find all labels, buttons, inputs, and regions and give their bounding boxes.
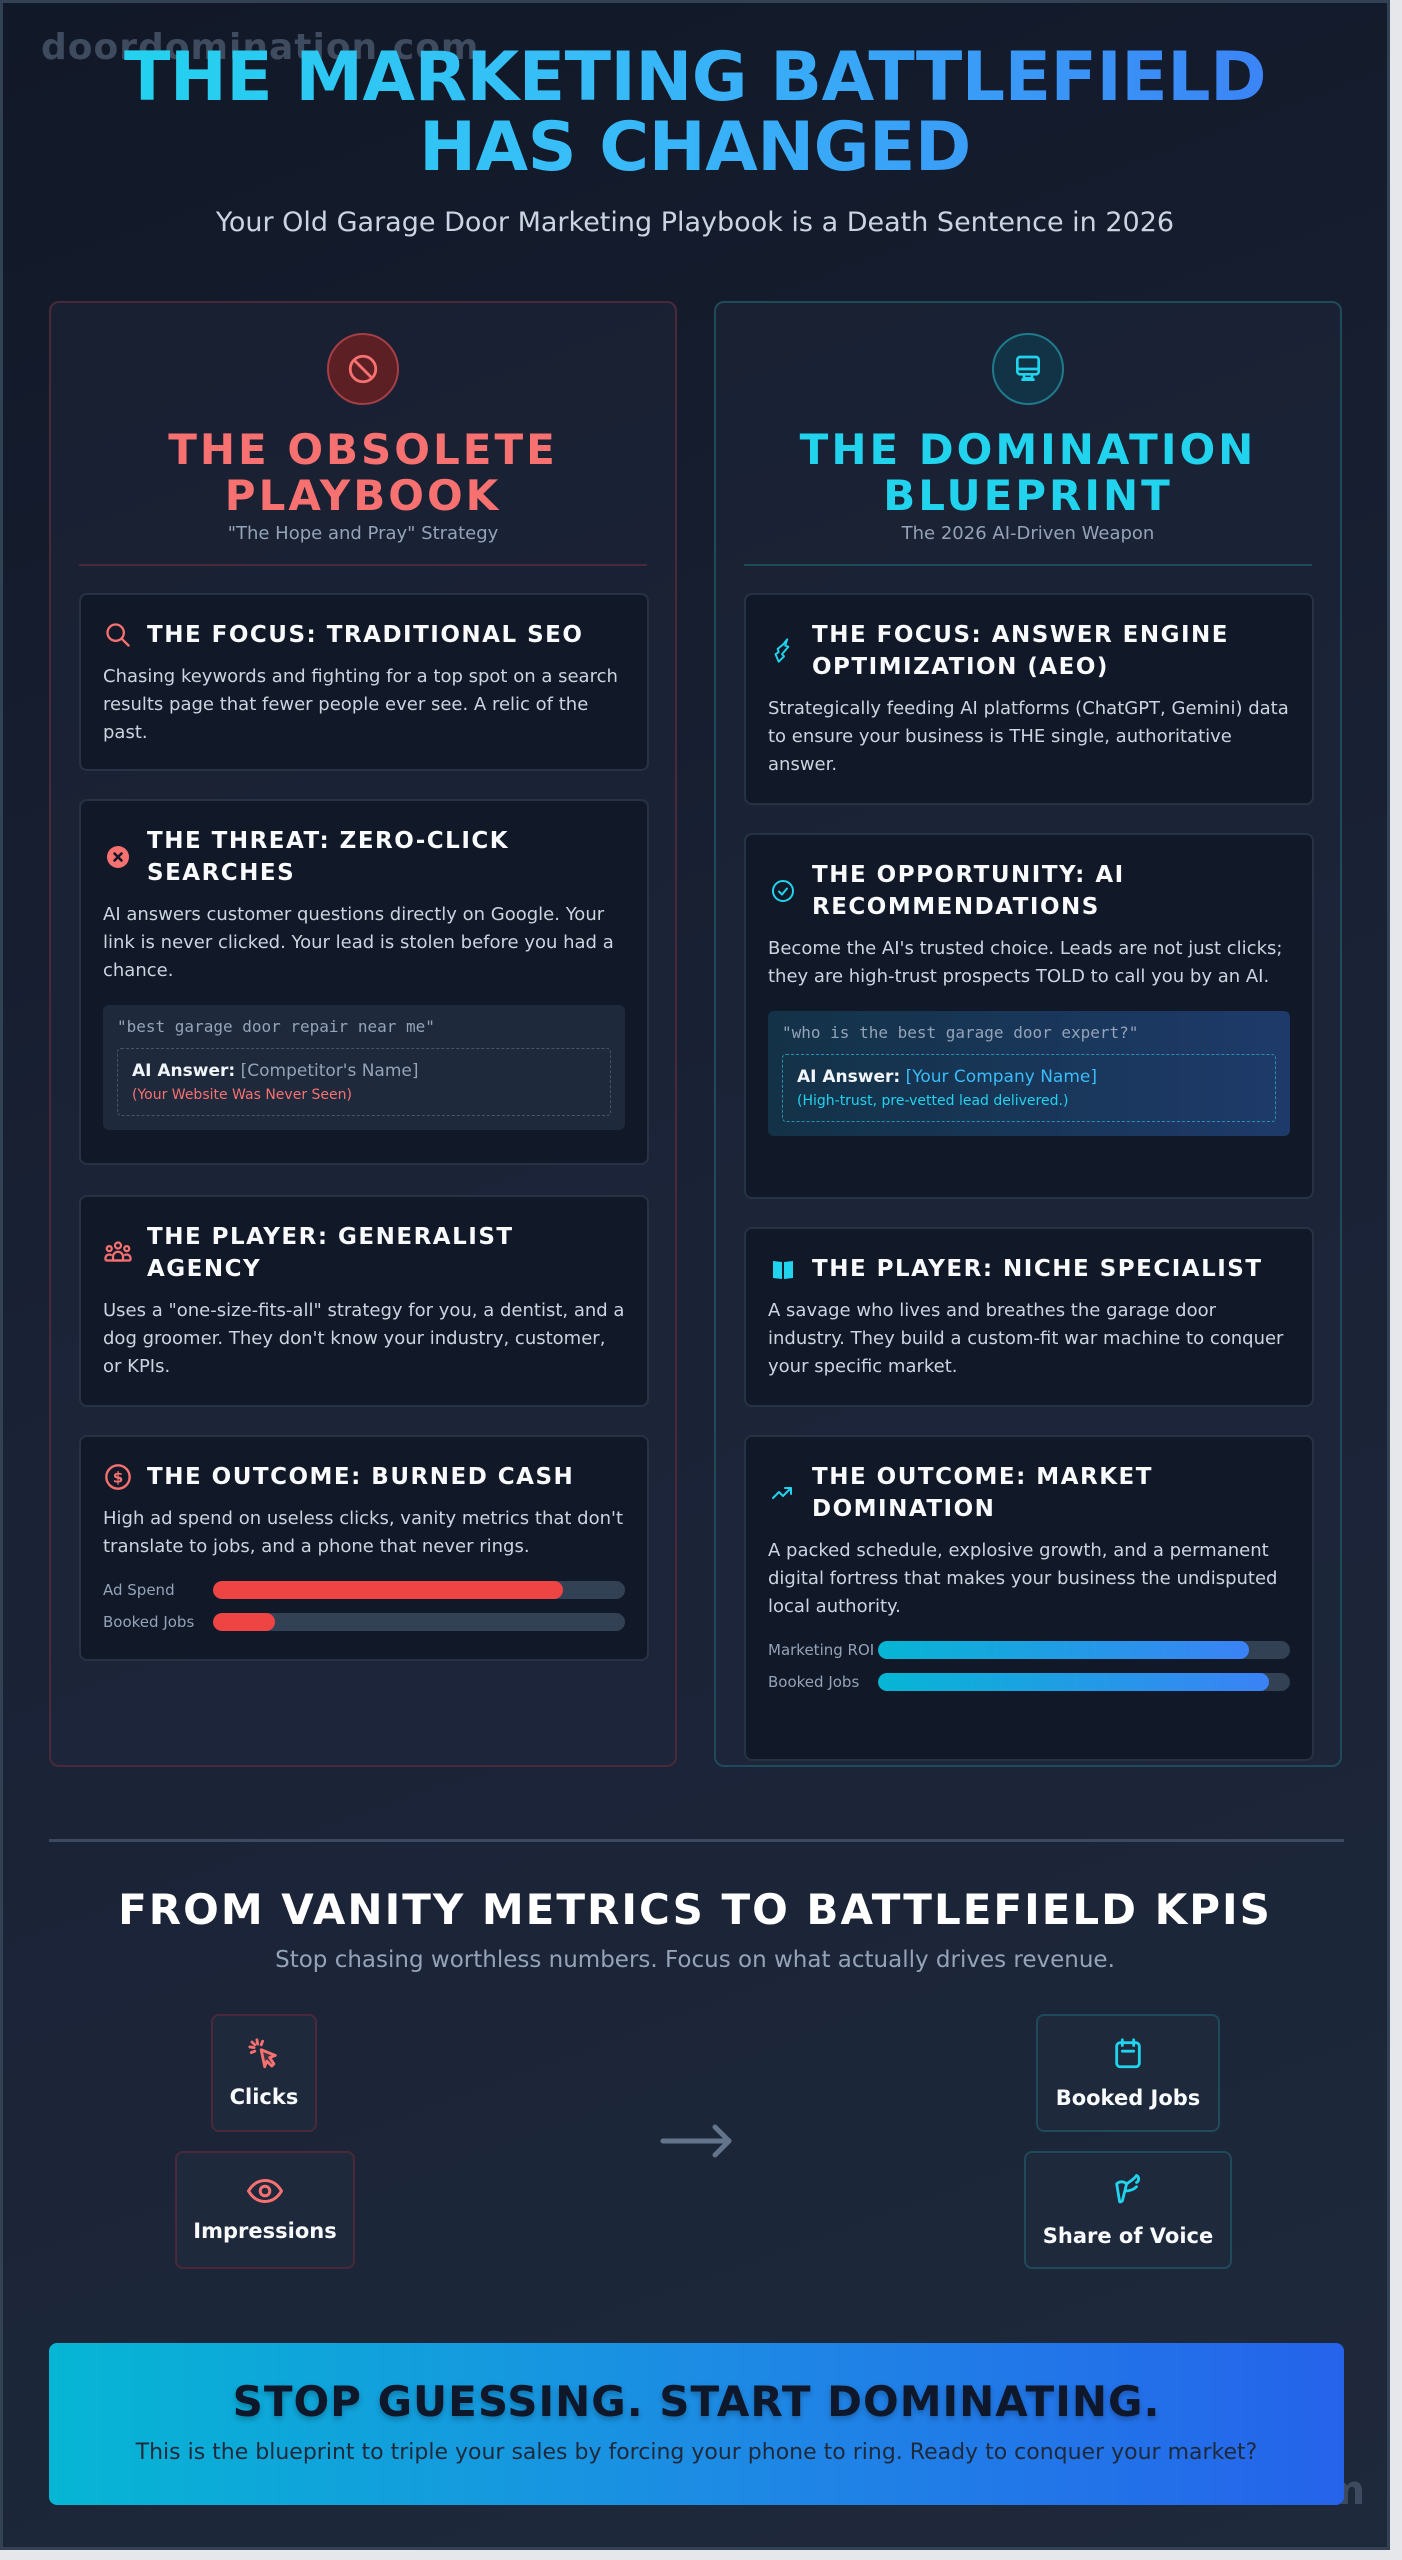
card-title: THE OUTCOME: BURNED CASH: [147, 1464, 575, 1490]
ai-answer-value: [Your Company Name]: [905, 1067, 1098, 1087]
column-tagline: The 2026 AI-Driven Weapon: [901, 523, 1155, 544]
check-circle-icon: [768, 876, 798, 906]
trending-up-icon: [768, 1478, 798, 1508]
ai-answer-note: (High-trust, pre-vetted lead delivered.): [797, 1093, 1069, 1109]
search-query: "best garage door repair near me": [117, 1017, 435, 1036]
card-focus: THE FOCUS: ANSWER ENGINE OPTIMIZATION (A…: [744, 593, 1314, 805]
ai-answer-note: (Your Website Was Never Seen): [132, 1087, 352, 1103]
search-example: "who is the best garage door expert?" AI…: [768, 1011, 1290, 1136]
search-example: "best garage door repair near me" AI Ans…: [103, 1005, 625, 1130]
kpi-label: Impressions: [193, 2219, 337, 2243]
ban-icon: [327, 333, 399, 405]
card-title: THE PLAYER: NICHE SPECIALIST: [812, 1256, 1263, 1282]
kpi-section-subtitle: Stop chasing worthless numbers. Focus on…: [275, 1947, 1115, 1973]
dollar-circle-icon: $: [103, 1462, 133, 1492]
ai-answer-label: AI Answer:: [132, 1061, 236, 1081]
bar-row-booked-jobs: Booked Jobs: [768, 1671, 1290, 1693]
obsolete-playbook-column: THE OBSOLETE PLAYBOOK "The Hope and Pray…: [49, 301, 677, 1767]
column-title: THE OBSOLETE PLAYBOOK: [168, 425, 558, 520]
kpi-booked-jobs: Booked Jobs: [1036, 2014, 1220, 2132]
cta-title: STOP GUESSING. START DOMINATING.: [232, 2377, 1161, 2426]
watermark-top: doordomination.com: [41, 27, 479, 68]
ai-answer-box: AI Answer: [Competitor's Name] (Your Web…: [117, 1048, 611, 1116]
bar-label: Booked Jobs: [768, 1673, 860, 1691]
page-title: THE MARKETING BATTLEFIELD HAS CHANGED: [95, 43, 1295, 183]
card-outcome: THE OUTCOME: MARKET DOMINATION A packed …: [744, 1435, 1314, 1761]
card-title: THE THREAT: ZERO-CLICK SEARCHES: [147, 828, 510, 886]
eye-icon: [246, 2177, 284, 2209]
column-divider: [79, 564, 647, 566]
card-body: AI answers customer questions directly o…: [103, 904, 614, 981]
hero: THE MARKETING BATTLEFIELD HAS CHANGED Yo…: [3, 43, 1387, 239]
column-divider: [744, 564, 1312, 566]
bar-row-ad-spend: Ad Spend: [103, 1579, 625, 1601]
card-body: A packed schedule, explosive growth, and…: [768, 1540, 1278, 1617]
ai-answer-value: [Competitor's Name]: [240, 1061, 419, 1081]
bar-fill: [878, 1673, 1270, 1691]
page-subtitle: Your Old Garage Door Marketing Playbook …: [215, 207, 1175, 238]
card-body: A savage who lives and breathes the gara…: [768, 1300, 1284, 1377]
svg-text:$: $: [113, 1468, 124, 1486]
bar-fill: [213, 1613, 275, 1631]
cursor-click-icon: [247, 2037, 281, 2075]
kpi-label: Booked Jobs: [1055, 2086, 1201, 2110]
card-player: THE PLAYER: GENERALIST AGENCY Uses a "on…: [79, 1195, 649, 1407]
search-icon: [103, 620, 133, 650]
kpi-clicks: Clicks: [211, 2014, 317, 2132]
bar-row-marketing-roi: Marketing ROI: [768, 1639, 1290, 1661]
card-body: High ad spend on useless clicks, vanity …: [103, 1508, 624, 1557]
column-tagline: "The Hope and Pray" Strategy: [227, 523, 499, 544]
bar-chart: Ad Spend Booked Jobs: [103, 1579, 625, 1633]
bar-fill: [213, 1581, 564, 1599]
monitor-icon: [992, 333, 1064, 405]
kpi-label: Clicks: [229, 2085, 299, 2109]
card-focus: THE FOCUS: TRADITIONAL SEO Chasing keywo…: [79, 593, 649, 771]
kpi-share-of-voice: Share of Voice: [1024, 2151, 1232, 2269]
map-icon: [768, 1254, 798, 1284]
card-body: Chasing keywords and fighting for a top …: [103, 666, 618, 743]
card-opportunity: THE OPPORTUNITY: AI RECOMMENDATIONS Beco…: [744, 833, 1314, 1199]
card-title: THE FOCUS: ANSWER ENGINE OPTIMIZATION (A…: [812, 622, 1230, 680]
megaphone-icon: [1111, 2172, 1145, 2214]
section-divider: [49, 1839, 1344, 1842]
bar-label: Ad Spend: [103, 1581, 175, 1599]
arrow-right-icon: [659, 2121, 735, 2165]
domination-blueprint-column: THE DOMINATION BLUEPRINT The 2026 AI-Dri…: [714, 301, 1342, 1767]
brain-icon: [768, 636, 798, 666]
card-player: THE PLAYER: NICHE SPECIALIST A savage wh…: [744, 1227, 1314, 1407]
card-title: THE FOCUS: TRADITIONAL SEO: [147, 622, 584, 648]
bar-label: Marketing ROI: [768, 1641, 875, 1659]
x-circle-icon: [103, 842, 133, 872]
ai-answer-label: AI Answer:: [797, 1067, 901, 1087]
card-title: THE OUTCOME: MARKET DOMINATION: [812, 1464, 1153, 1522]
kpi-section-title: FROM VANITY METRICS TO BATTLEFIELD KPIS: [118, 1885, 1272, 1934]
ai-answer-box: AI Answer: [Your Company Name] (High-tru…: [782, 1054, 1276, 1122]
card-body: Strategically feeding AI platforms (Chat…: [768, 698, 1289, 775]
bar-fill: [878, 1641, 1249, 1659]
kpi-impressions: Impressions: [175, 2151, 355, 2269]
card-body: Uses a "one-size-fits-all" strategy for …: [103, 1300, 625, 1377]
card-title: THE OPPORTUNITY: AI RECOMMENDATIONS: [812, 862, 1125, 920]
column-title: THE DOMINATION BLUEPRINT: [799, 425, 1257, 520]
cta-subtitle: This is the blueprint to triple your sal…: [135, 2440, 1258, 2465]
bar-label: Booked Jobs: [103, 1613, 195, 1631]
card-body: Become the AI's trusted choice. Leads ar…: [768, 938, 1283, 987]
card-outcome: $ THE OUTCOME: BURNED CASH High ad spend…: [79, 1435, 649, 1661]
cta-banner: STOP GUESSING. START DOMINATING. This is…: [49, 2343, 1344, 2505]
calendar-icon: [1111, 2036, 1145, 2076]
search-query: "who is the best garage door expert?": [782, 1023, 1139, 1042]
card-threat: THE THREAT: ZERO-CLICK SEARCHES AI answe…: [79, 799, 649, 1165]
bar-chart: Marketing ROI Booked Jobs: [768, 1639, 1290, 1693]
bar-row-booked-jobs: Booked Jobs: [103, 1611, 625, 1633]
kpi-label: Share of Voice: [1042, 2224, 1214, 2248]
users-icon: [103, 1238, 133, 1268]
card-title: THE PLAYER: GENERALIST AGENCY: [147, 1224, 514, 1282]
